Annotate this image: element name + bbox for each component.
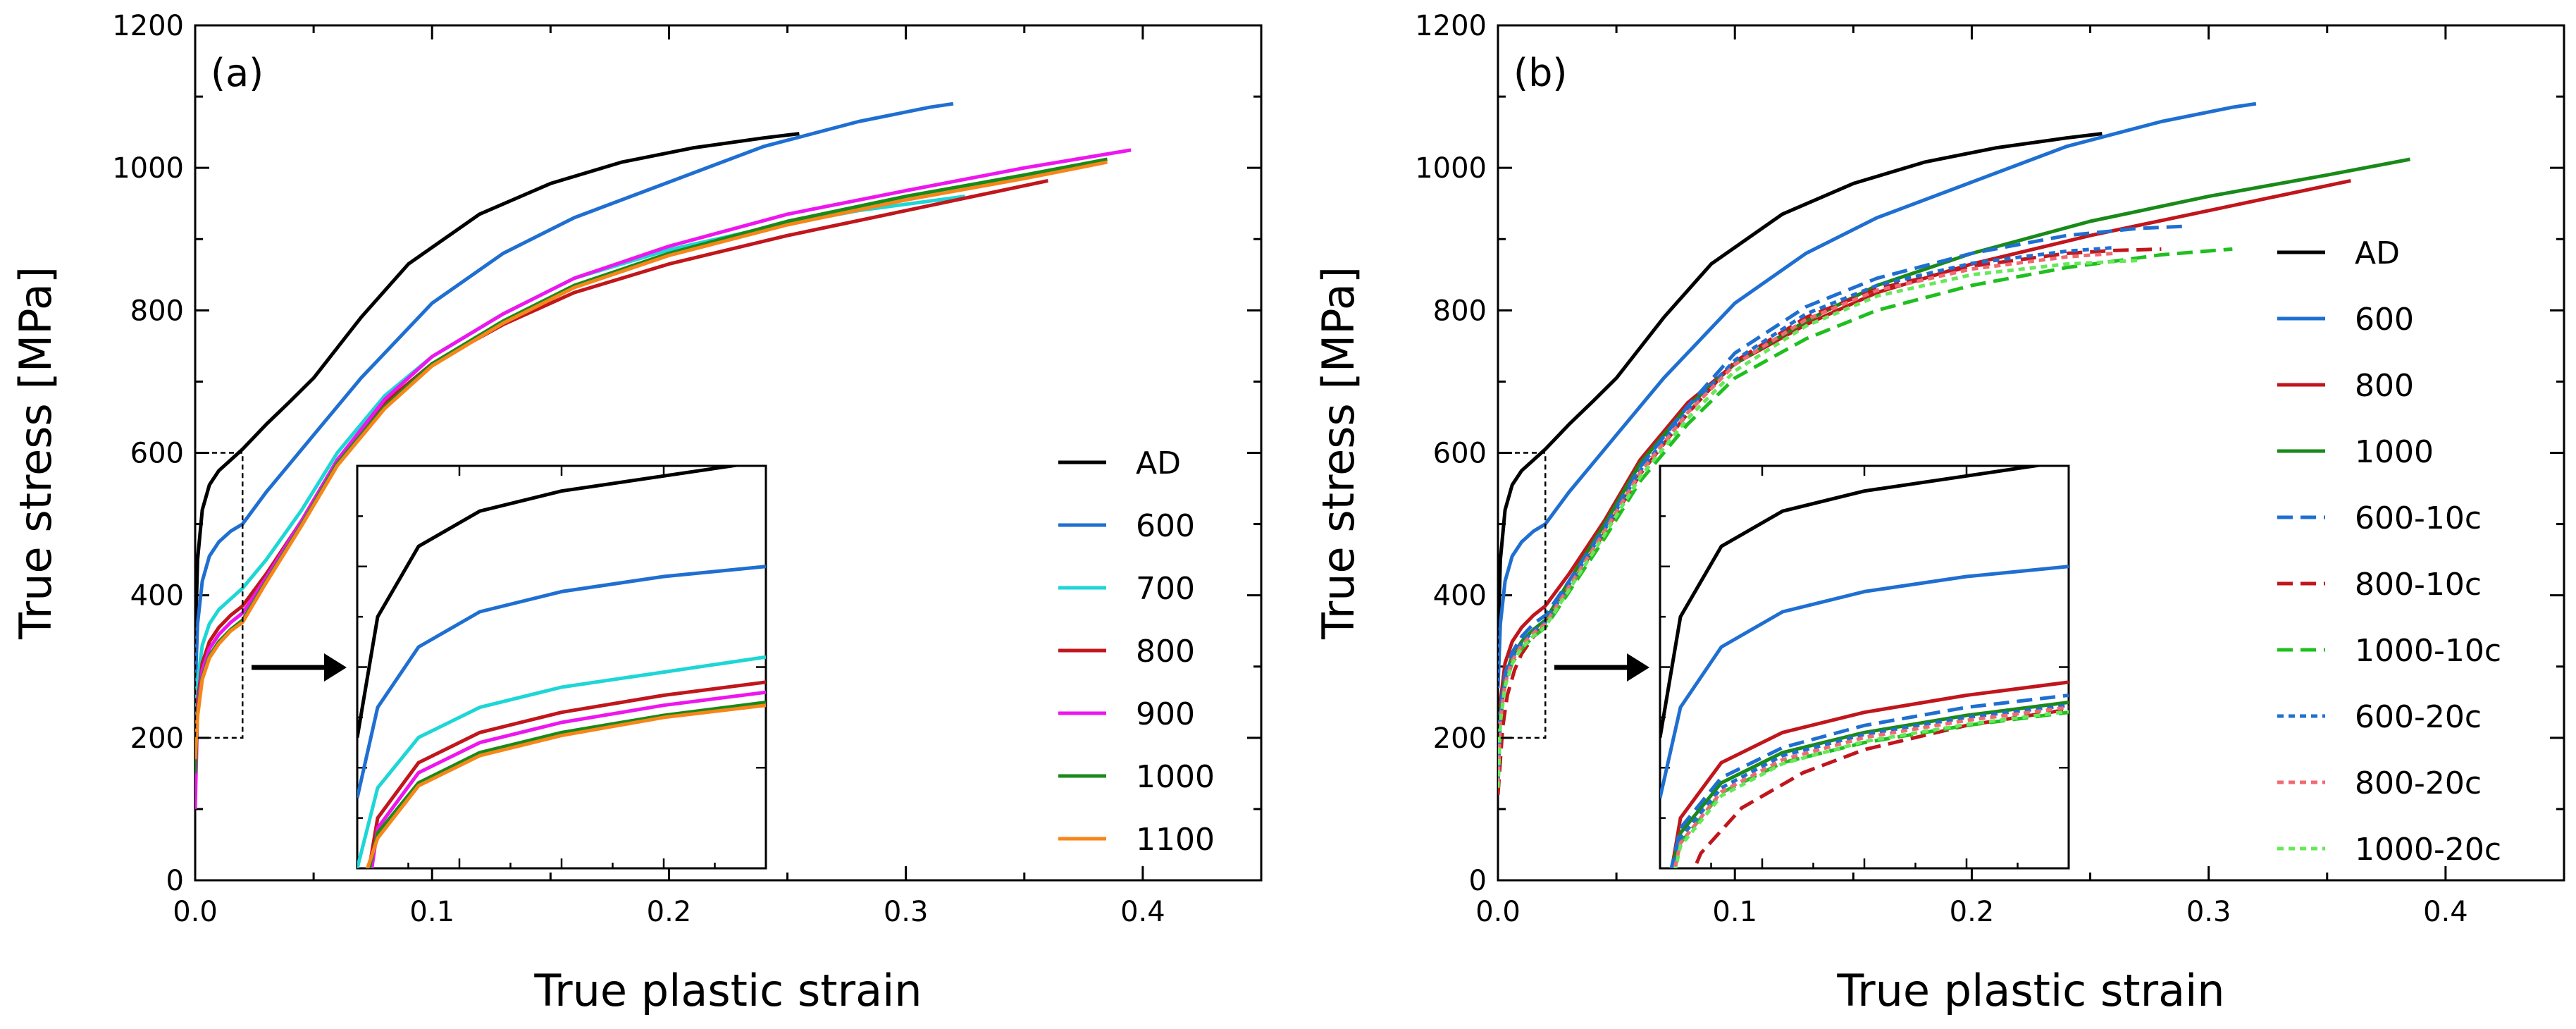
y-tick-label: 1000 (1415, 152, 1487, 185)
legend-label: 900 (1136, 696, 1195, 732)
legend-label: 600-20c (2355, 699, 2482, 735)
x-tick-label: 0.1 (409, 896, 454, 928)
legend-label: 600 (1136, 508, 1195, 544)
zoom-source-box (1497, 452, 1547, 739)
x-tick-label: 0.1 (1712, 896, 1757, 928)
inset-series-line-1000-20c (1673, 709, 2069, 868)
inset-series-line-600-20c (1671, 703, 2069, 868)
inset-series-line-AD (1660, 466, 2048, 738)
inset-series-line-1000 (1670, 701, 2069, 868)
y-tick-label: 1200 (1415, 10, 1487, 42)
zoom-arrow-head (1627, 653, 1649, 682)
inset-series-line-800-20c (1673, 705, 2069, 868)
zoom-arrow-head (324, 653, 347, 682)
inset-series-line-600 (1660, 565, 2069, 799)
y-tick-label: 0 (166, 865, 184, 897)
x-tick-label: 0.2 (647, 896, 692, 928)
y-tick-label: 200 (130, 722, 184, 755)
series-line-700 (195, 195, 966, 738)
inset-series-line-1000 (367, 701, 766, 868)
y-tick-label: 400 (130, 580, 184, 612)
y-axis-title: True stress [MPa] (1313, 266, 1364, 640)
legend-label: 600-10c (2355, 500, 2482, 536)
y-tick-label: 0 (1469, 865, 1487, 897)
x-tick-label: 0.3 (2186, 896, 2231, 928)
inset-series-line-600 (357, 565, 766, 799)
legend-label: 800 (1136, 634, 1195, 670)
inset-series-line-AD (357, 466, 745, 738)
series-line-600 (195, 101, 954, 689)
x-tick-label: 0.0 (1475, 896, 1521, 928)
legend-label: AD (1136, 445, 1181, 481)
inset-series-line-900 (370, 690, 766, 868)
x-axis-title: True plastic strain (533, 965, 922, 1016)
series-line-800 (1498, 178, 2351, 788)
series-line-1100 (195, 160, 1108, 760)
legend-label: 1000-20c (2355, 832, 2501, 868)
inset-series-line-800 (367, 680, 766, 868)
y-tick-label: 800 (1433, 295, 1487, 327)
y-axis-title: True stress [MPa] (10, 266, 61, 640)
inset-series-line-800 (1670, 680, 2069, 868)
y-tick-label: 800 (130, 295, 184, 327)
y-tick-label: 600 (130, 438, 184, 470)
x-tick-label: 0.4 (2423, 896, 2468, 928)
y-tick-label: 600 (1433, 438, 1487, 470)
legend-label: 1100 (1136, 822, 1215, 858)
inset-series-line-700 (357, 655, 766, 868)
series-line-800-10c (1498, 247, 2162, 795)
x-tick-label: 0.4 (1120, 896, 1165, 928)
chart-panel-b: 0.0 0.1 0.2 0.3 0.4 0 200 400 600 800 1000 1200 True… (1313, 10, 2565, 1016)
x-tick-label: 0.3 (884, 896, 929, 928)
x-tick-label: 0.2 (1950, 896, 1995, 928)
series-line-AD (195, 132, 800, 646)
series-line-900 (195, 148, 1132, 809)
legend-label: 800-20c (2355, 765, 2482, 801)
x-tick-label: 0.0 (173, 896, 218, 928)
legend-label: 1000 (2355, 434, 2434, 470)
legend-label: 1000-10c (2355, 633, 2501, 669)
series-line-1000-20c (1498, 259, 2138, 788)
legend-label: 800 (2355, 368, 2414, 404)
panel-label: (a) (211, 51, 264, 95)
y-tick-label: 200 (1433, 722, 1487, 755)
y-tick-label: 400 (1433, 580, 1487, 612)
chart-panel-a: 0.0 0.1 0.2 0.3 0.4 0 200 400 600 800 1000 1200 True… (10, 10, 1263, 1016)
legend-label: AD (2355, 235, 2400, 271)
legend-label: 800-10c (2355, 567, 2482, 603)
series-line-600 (1498, 101, 2257, 689)
inset-series-line-1100 (365, 703, 766, 868)
legend-label: 700 (1136, 571, 1195, 607)
inset-frame (1659, 464, 2070, 870)
legend-label: 600 (2355, 302, 2414, 338)
zoom-source-box (194, 452, 244, 739)
series-line-800-20c (1498, 252, 2114, 784)
y-tick-label: 1200 (112, 10, 184, 42)
x-axis-title: True plastic strain (1836, 965, 2224, 1016)
y-tick-label: 1000 (112, 152, 184, 185)
panel-label: (b) (1513, 51, 1567, 95)
legend-label: 1000 (1136, 759, 1215, 795)
series-line-AD (1498, 132, 2103, 646)
